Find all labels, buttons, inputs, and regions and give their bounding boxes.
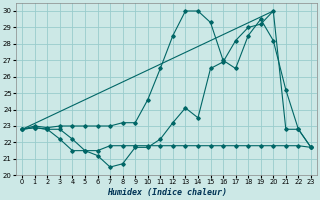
- X-axis label: Humidex (Indice chaleur): Humidex (Indice chaleur): [107, 188, 227, 197]
